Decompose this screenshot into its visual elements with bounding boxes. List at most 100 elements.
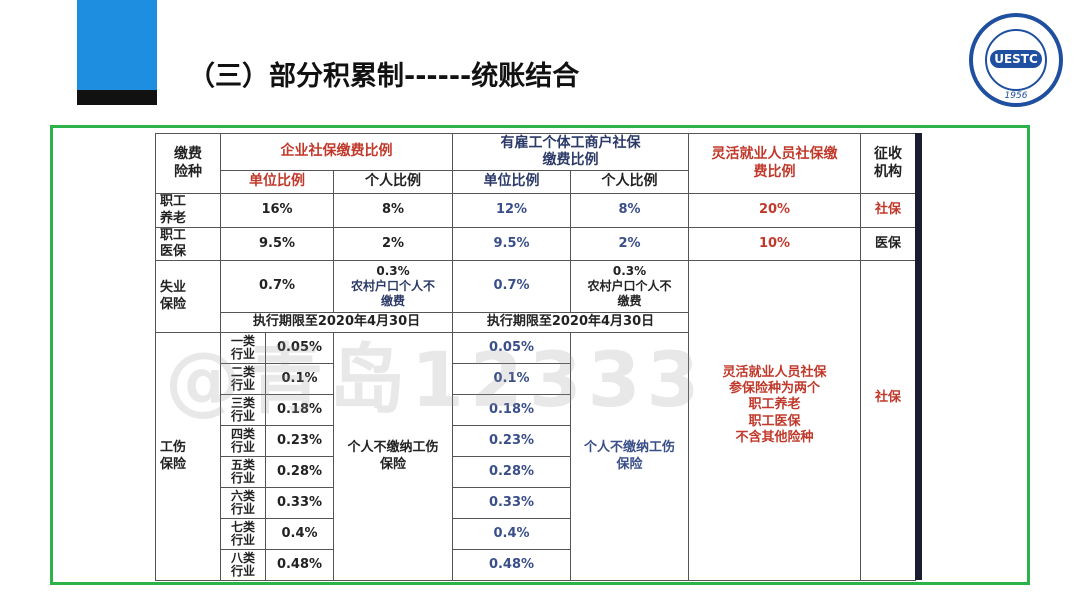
cell: 0.23% <box>452 425 571 457</box>
cell-text: 0.4% <box>281 525 318 541</box>
header-cell: 缴费险种 <box>155 133 221 194</box>
collector-cell: 社保 <box>860 260 916 581</box>
cell-text: 0.3% <box>376 264 410 278</box>
cell-text: 七类行业 <box>230 519 255 547</box>
cell: 0.23% <box>265 425 334 457</box>
row-label: 工伤保险 <box>155 332 221 581</box>
cell-text: 一类行业 <box>230 333 255 361</box>
cell: 个人不缴纳工伤保险 <box>570 332 689 581</box>
cell-text: 0.33% <box>276 494 323 510</box>
cell-text: 0.1% <box>493 370 530 386</box>
cell: 8% <box>333 193 453 228</box>
cell-text: 20% <box>758 202 791 218</box>
header-cell: 单位比例 <box>220 170 334 194</box>
cell: 个人不缴纳工伤保险 <box>333 332 453 581</box>
cell-text: 0.3% <box>612 264 647 278</box>
cell-text: 0.05% <box>488 339 535 355</box>
header-cell: 征收机构 <box>860 133 916 194</box>
cell-text: 12% <box>495 202 528 218</box>
cell: 16% <box>220 193 334 228</box>
cell: 0.3% 农村户口个人不缴费 <box>333 260 453 313</box>
cell-text: 职工医保 <box>748 413 801 429</box>
cell-text: 0.4% <box>493 525 530 541</box>
cell-text: 0.28% <box>488 463 535 479</box>
header-cell: 企业社保缴费比例 <box>220 133 453 171</box>
cell: 12% <box>452 193 571 228</box>
cell-text: 四类行业 <box>230 426 255 454</box>
cell-text: 16% <box>261 202 293 218</box>
cell: 0.05% <box>452 332 571 364</box>
cell-text: 0.48% <box>488 556 535 572</box>
cell-text: 参保险种为两个 <box>728 381 820 397</box>
logo-year: 1956 <box>1005 91 1028 101</box>
class-cell: 四类行业 <box>220 425 266 457</box>
cell-text: 个人比例 <box>601 173 658 190</box>
cell: 0.18% <box>452 394 571 426</box>
header-cell: 有雇工个体工商户社保缴费比例 <box>452 133 689 171</box>
cell: 2% <box>570 227 689 261</box>
cell-text: 失业保险 <box>160 280 187 312</box>
cell-text: 执行期限至2020年4月30日 <box>252 314 421 330</box>
cell-text: 八类行业 <box>230 550 255 578</box>
cell-text: 0.1% <box>281 370 318 386</box>
cell-text: 0.18% <box>276 401 323 417</box>
cell-text: 社保 <box>874 390 901 406</box>
cell-text: 2% <box>618 235 641 251</box>
cell-text: 9.5% <box>493 235 530 251</box>
cell-text: 三类行业 <box>230 395 255 423</box>
cell-text: 8% <box>618 202 641 218</box>
cell-text: 9.5% <box>258 235 296 251</box>
cell-text: 社保 <box>874 202 901 218</box>
row-label: 职工医保 <box>155 227 221 261</box>
logo-text: UESTC <box>994 52 1038 66</box>
cell-text: 0.23% <box>488 432 535 448</box>
cell-text: 0.28% <box>276 463 323 479</box>
accent-bar <box>77 90 157 105</box>
slide-title: （三）部分积累制------统账结合 <box>188 61 580 92</box>
cell-text: 0.18% <box>488 401 535 417</box>
cell-text: 个人比例 <box>365 173 421 190</box>
frame <box>50 125 1030 585</box>
cell-text: 农村户口个人不缴费 <box>587 279 672 308</box>
period-cell: 执行期限至2020年4月30日 <box>220 312 453 333</box>
cell-text: 执行期限至2020年4月30日 <box>486 314 655 330</box>
header-cell: 个人比例 <box>570 170 689 194</box>
logo: UESTC 1956 <box>969 13 1063 107</box>
cell-text: 10% <box>758 235 791 251</box>
header-cell: 个人比例 <box>333 170 453 194</box>
cell-text: 2% <box>381 235 405 251</box>
class-cell: 二类行业 <box>220 363 266 395</box>
cell: 医保 <box>860 227 916 261</box>
cell-text: 工伤保险 <box>160 440 187 472</box>
cell-text: 0.33% <box>488 494 535 510</box>
cell-text: 灵活就业人员社保 <box>722 364 827 380</box>
class-cell: 五类行业 <box>220 456 266 488</box>
cell: 0.1% <box>452 363 571 395</box>
cell-text: 0.7% <box>258 278 296 294</box>
cell-text: 个人不缴纳工伤保险 <box>347 440 439 472</box>
table-edge <box>915 133 922 580</box>
cell: 0.3% 农村户口个人不缴费 <box>570 260 689 313</box>
cell-text: 六类行业 <box>230 488 255 516</box>
cell-text: 职工医保 <box>160 227 187 259</box>
cell: 0.7% <box>220 260 334 313</box>
cell-text: 0.48% <box>276 556 323 572</box>
cell-text: 职工养老 <box>160 194 187 226</box>
cell: 9.5% <box>452 227 571 261</box>
row-label: 职工养老 <box>155 193 221 228</box>
cell: 20% <box>688 193 861 228</box>
flexible-note: 灵活就业人员社保 参保险种为两个 职工养老 职工医保 不含其他险种 <box>688 260 861 581</box>
cell: 10% <box>688 227 861 261</box>
cell: 0.4% <box>265 518 334 550</box>
cell-text: 职工养老 <box>748 397 801 413</box>
cell-text: 五类行业 <box>230 457 255 485</box>
cell-text: 0.05% <box>276 339 323 355</box>
cell-text: 灵活就业人员社保缴费比例 <box>711 146 838 180</box>
cell: 0.7% <box>452 260 571 313</box>
cell-text: 单位比例 <box>249 173 305 190</box>
cell: 2% <box>333 227 453 261</box>
cell-text: 8% <box>381 202 405 218</box>
cell: 9.5% <box>220 227 334 261</box>
